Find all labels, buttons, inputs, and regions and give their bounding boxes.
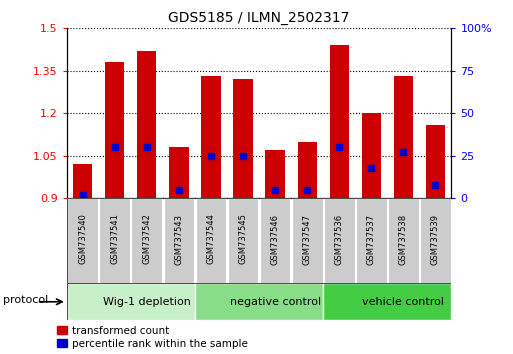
Bar: [323, 283, 451, 320]
Text: GSM737542: GSM737542: [142, 213, 151, 264]
Legend: transformed count, percentile rank within the sample: transformed count, percentile rank withi…: [56, 326, 248, 349]
Bar: [426, 125, 445, 198]
Bar: [195, 198, 226, 283]
Bar: [329, 45, 349, 198]
Text: GSM737546: GSM737546: [270, 213, 280, 264]
Bar: [260, 198, 290, 283]
Text: GSM737538: GSM737538: [399, 213, 408, 264]
Text: GSM737545: GSM737545: [239, 213, 248, 264]
Text: protocol: protocol: [3, 295, 49, 305]
Bar: [233, 79, 252, 198]
Text: GSM737547: GSM737547: [303, 213, 312, 264]
Text: GSM737536: GSM737536: [334, 213, 344, 264]
Text: GSM737544: GSM737544: [206, 213, 215, 264]
Bar: [298, 142, 317, 198]
Bar: [73, 164, 92, 198]
Text: GSM737539: GSM737539: [431, 213, 440, 264]
Bar: [420, 198, 451, 283]
Bar: [201, 76, 221, 198]
Bar: [67, 198, 98, 283]
Bar: [164, 198, 194, 283]
Bar: [393, 76, 413, 198]
Bar: [292, 198, 323, 283]
Bar: [105, 62, 124, 198]
Bar: [356, 198, 387, 283]
Bar: [265, 150, 285, 198]
Bar: [131, 198, 162, 283]
Bar: [228, 198, 259, 283]
Bar: [100, 198, 130, 283]
Bar: [324, 198, 354, 283]
Bar: [195, 283, 323, 320]
Title: GDS5185 / ILMN_2502317: GDS5185 / ILMN_2502317: [168, 11, 350, 24]
Bar: [137, 51, 156, 198]
Bar: [169, 147, 189, 198]
Text: GSM737537: GSM737537: [367, 213, 376, 264]
Text: GSM737541: GSM737541: [110, 213, 120, 264]
Bar: [67, 283, 195, 320]
Text: Wig-1 depletion: Wig-1 depletion: [103, 297, 191, 307]
Text: vehicle control: vehicle control: [362, 297, 444, 307]
Text: negative control: negative control: [229, 297, 321, 307]
Text: GSM737540: GSM737540: [78, 213, 87, 264]
Text: GSM737543: GSM737543: [174, 213, 184, 264]
Bar: [388, 198, 419, 283]
Bar: [362, 113, 381, 198]
